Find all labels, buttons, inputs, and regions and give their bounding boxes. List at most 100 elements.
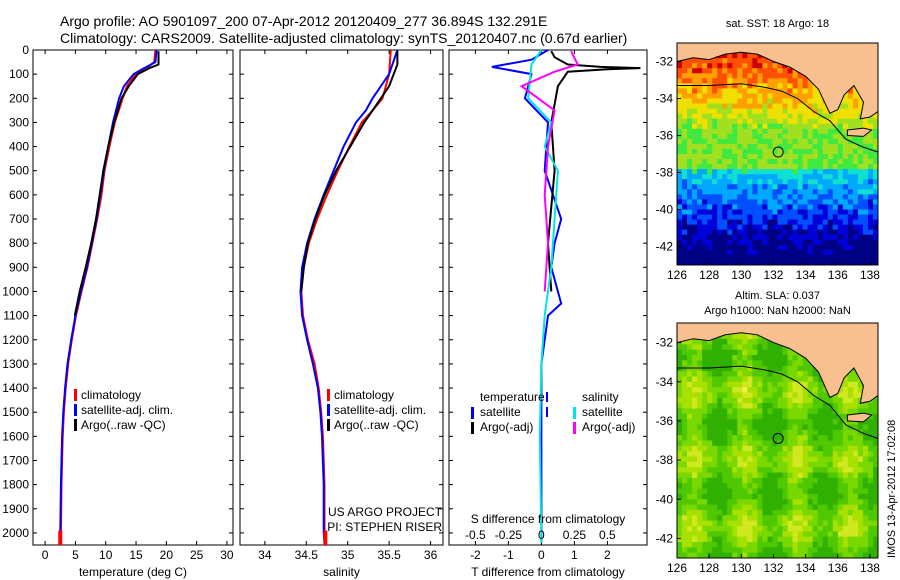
sla-map-cell [822,493,829,500]
sst-map-cell [707,254,713,261]
salinity-legend-label: Argo(..raw -QC) [334,418,419,432]
sla-map-cell [837,520,844,527]
sst-map-cell [722,179,728,185]
sst-map-cell [767,214,773,220]
sla-map-cell [677,419,683,425]
sst-map-cell [722,118,728,125]
sst-map-cell [772,148,778,155]
sla-map-cell [737,429,743,436]
sst-map-cell [692,199,698,205]
sla-map-cell [792,488,799,495]
sst-map-cell [867,174,874,180]
temperature-bottom-marker [58,530,63,545]
sla-map-cell [727,387,733,393]
sla-map-cell [727,429,733,436]
sla-map-cell [817,467,824,473]
sla-map-cell [762,504,768,511]
sst-map-cell [842,234,849,241]
sla-map-cell [792,509,799,516]
sst-map-cell [712,58,718,64]
sla-map-cell [702,424,708,431]
sst-map-cell [842,113,849,120]
sla-map-cell [847,515,854,522]
sla-map-cell [777,381,783,388]
sst-map-cell [717,159,723,165]
sla-map-cell [682,429,688,436]
sla-map-cell [837,397,844,404]
sst-map-cell [767,194,773,200]
sla-map-cell [717,472,723,479]
sla-map-cell [762,429,768,436]
sla-map-cell [787,435,793,441]
sla-map-cell [787,376,793,383]
sla-map-cell [752,493,758,500]
sst-map-cell [792,179,799,185]
sla-map-cell [737,520,743,527]
sst-map-cell [787,174,793,180]
sla-map-cell [812,451,819,457]
sst-map-cell [702,88,708,94]
sla-map-cell [797,515,804,522]
sla-map-cell [822,413,829,420]
sst-map-cell [837,224,844,231]
sst-map-cell [707,239,713,246]
sst-map-cell [787,244,793,251]
sla-map-cell [747,344,753,351]
sst-map-cell [737,234,743,241]
sst-map-cell [767,88,773,94]
salinity-xtick-label: 35.5 [377,548,401,562]
sla-map-cell [847,536,854,543]
sst-map-cell [677,194,683,200]
sla-map-cell [757,381,763,388]
sla-map-cell [787,403,793,409]
sla-map-cell [852,371,859,377]
sst-map-cell [677,138,683,145]
sst-map-cell [732,88,738,94]
sla-map-cell [717,435,723,441]
sla-map-cell [687,387,693,393]
sst-map-cell [747,249,753,256]
sst-map-cell [757,214,763,220]
sst-map-cell [687,199,693,205]
sla-map-cell [747,424,753,431]
sst-map-cell [832,244,839,251]
sst-map-cell [712,83,718,89]
sst-map-cell [812,143,819,150]
sla-map-cell [777,504,783,511]
sla-map-cell [862,509,869,516]
sst-map-cell [687,123,693,130]
sla-map-cell [827,531,834,538]
sst-map-cell [742,189,748,195]
sst-map-cell [757,123,763,130]
sst-map-cell [862,214,869,220]
sla-map-cell [762,493,768,500]
sst-map-cell [687,194,693,200]
sla-map-cell [742,451,748,457]
sla-map-cell [712,541,718,548]
sst-map-cell [687,179,693,185]
sla-map-cell [832,397,839,404]
sla-map-cell [757,419,763,425]
sla-map-cell [787,360,793,367]
sst-map-cell [797,83,804,89]
sla-map-cell [812,387,819,393]
sst-map-cell [807,123,814,130]
sst-map-cell [707,98,713,104]
sla-map-cell [777,392,783,399]
sla-map-cell [762,408,768,415]
sst-map-cell [757,174,763,180]
sst-map-cell [702,98,708,104]
sla-map-cell [747,515,753,522]
sst-map-cell [837,108,844,115]
sla-map-cell [832,531,839,538]
sla-map-cell [717,531,723,538]
sla-map-cell [802,440,809,447]
sla-map-cell [697,493,703,500]
sla-map-cell [837,424,844,431]
sla-map-cell [767,349,773,356]
sla-map-cell [762,552,768,559]
sst-map-cell [767,58,773,64]
sla-map-cell [822,509,829,516]
sst-map-cell [852,93,859,99]
sla-map-cell [747,520,753,527]
